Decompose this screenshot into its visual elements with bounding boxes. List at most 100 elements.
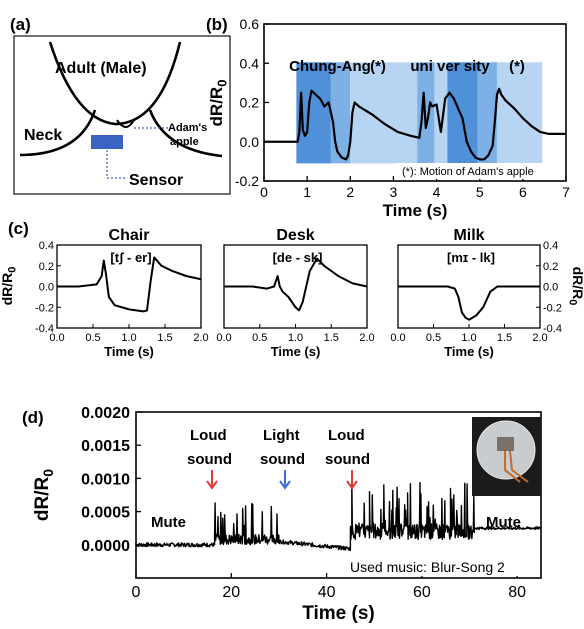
speech-word-0: Chung-Ang xyxy=(289,58,371,75)
note-text: (*): Motion of Adam's apple xyxy=(402,166,534,178)
shaded-region-7 xyxy=(496,62,543,164)
y-tick-label: 0.0020 xyxy=(81,405,130,422)
panel-c-desk-chart: Desk [de - sk] 0.0 0.5 1.0 1.5 2.0 Time (s) xyxy=(216,227,374,359)
loud-sound-2-line-2: sound xyxy=(325,451,370,468)
x-tick-label: 0.0 xyxy=(49,332,64,344)
plot-c1-phonetic: [tʃ - er] xyxy=(110,250,151,265)
speech-word-3: (*) xyxy=(509,58,525,75)
music-label: Used music: Blur-Song 2 xyxy=(350,559,505,575)
photo-sensor-chip xyxy=(497,437,514,451)
panel-a-label: (a) xyxy=(10,15,31,34)
panel-d-label: (d) xyxy=(22,408,44,427)
x-axis-title: Time (s) xyxy=(302,603,375,624)
x-tick-label: 20 xyxy=(222,584,240,601)
x-tick-label: 0 xyxy=(260,184,268,200)
x-tick-label: 0.0 xyxy=(390,332,405,344)
panel-d-chart: 0 20 40 60 80 0.0000 0.0005 0.0010 0.0015 0.0020 T… xyxy=(32,405,542,624)
x-tick-label: 80 xyxy=(508,584,526,601)
plot-c3-title: Milk xyxy=(453,227,484,244)
plot-c1-line xyxy=(57,256,202,313)
loud-sound-1-line-1: Loud xyxy=(190,427,227,444)
y-tick-label: 0.0 xyxy=(240,134,260,150)
panel-c-milk-chart: Milk [mɪ - lk] 0.0 0.5 1.0 1.5 2.0 Time (s) -0.4… xyxy=(390,227,584,359)
plot-c2-line xyxy=(224,257,368,312)
mute-right-label: Mute xyxy=(486,514,521,531)
label-neck: Neck xyxy=(24,127,62,144)
y-tick-label: 0.0 xyxy=(39,282,54,294)
y-tick-label: -0.2 xyxy=(543,302,562,314)
photo-wires xyxy=(504,450,529,483)
x-tick-label: 1.0 xyxy=(288,332,303,344)
note-box xyxy=(398,163,564,179)
x-tick-label: 1.0 xyxy=(121,332,136,344)
y-tick-label: 0.0015 xyxy=(81,438,130,455)
mute-left-label: Mute xyxy=(151,514,186,531)
y-axis-title: dR/R0 xyxy=(32,469,56,521)
light-sound-arrow xyxy=(279,470,291,490)
adams-apple-shape xyxy=(116,119,135,128)
x-tick-label: 0 xyxy=(132,584,141,601)
sensor-pointer xyxy=(106,150,125,179)
label-adult: Adult (Male) xyxy=(55,60,147,77)
y-tick-label: 0.2 xyxy=(240,95,260,111)
chin-outline xyxy=(48,41,182,126)
x-tick-label: 2 xyxy=(346,184,354,200)
light-sound-line-1: Light xyxy=(263,427,300,444)
y-tick-label: 0.6 xyxy=(240,16,260,32)
loud-sound-1-line-2: sound xyxy=(187,451,232,468)
x-tick-label: 4 xyxy=(433,184,441,200)
x-tick-label: 7 xyxy=(562,184,570,200)
speech-word-1: (*) xyxy=(370,58,386,75)
neck-right-outline xyxy=(148,109,223,158)
panel-a-frame xyxy=(13,35,231,195)
y-tick-label: -0.2 xyxy=(35,302,54,314)
x-tick-label: 1.5 xyxy=(157,332,172,344)
shaded-region-5 xyxy=(447,62,478,164)
loud-sound-2-arrow xyxy=(346,470,358,490)
panel-c-label: (c) xyxy=(8,219,29,238)
loud-sound-2-line-1: Loud xyxy=(328,427,365,444)
x-tick-label: 3 xyxy=(390,184,398,200)
y-tick-label: 0.2 xyxy=(39,261,54,273)
y-axis-title: dR/R0 xyxy=(207,80,229,127)
plot-d-line xyxy=(135,476,542,551)
x-tick-label: 1 xyxy=(303,184,311,200)
plot-c3-line xyxy=(398,285,540,321)
plot-c3-phonetic: [mɪ - lk] xyxy=(447,250,495,265)
x-tick-label: 6 xyxy=(519,184,527,200)
x-axis-title: Time (s) xyxy=(444,344,494,359)
x-tick-label: 2.0 xyxy=(359,332,374,344)
loud-sound-1-arrow xyxy=(206,470,218,490)
shaded-region-4 xyxy=(434,62,448,164)
label-sensor: Sensor xyxy=(129,172,183,189)
x-tick-label: 0.5 xyxy=(85,332,100,344)
light-sound-line-2: sound xyxy=(260,451,305,468)
music-label-box xyxy=(346,556,534,576)
x-tick-label: 1.5 xyxy=(497,332,512,344)
y-tick-label: -0.4 xyxy=(35,323,54,335)
x-tick-label: 1.0 xyxy=(461,332,476,344)
x-tick-label: 0.0 xyxy=(216,332,231,344)
device-photo xyxy=(472,417,541,496)
x-axis-title: Time (s) xyxy=(104,344,154,359)
panel-c-chair-chart: Chair [tʃ - er] 0.0 0.5 1.0 1.5 2.0 Time (s) -0.… xyxy=(0,227,209,359)
sensor-rect xyxy=(91,135,123,149)
x-tick-label: 5 xyxy=(476,184,484,200)
label-adams: Adam's xyxy=(168,122,207,134)
y-tick-label: 0.4 xyxy=(240,55,260,71)
x-axis-title: Time (s) xyxy=(271,344,321,359)
panel-d-annotations: Loud sound Light sound Loud sound Mute M… xyxy=(151,427,534,576)
neck-left-outline xyxy=(19,109,97,157)
x-tick-label: 40 xyxy=(318,584,336,601)
shaded-region-6 xyxy=(477,62,497,164)
y-tick-label: 0.0 xyxy=(543,282,558,294)
y-axis-title: dR/R0 xyxy=(0,267,19,306)
shaded-region-2 xyxy=(350,62,418,164)
x-tick-label: 1.5 xyxy=(324,332,339,344)
y-axis-title: dR/R0 xyxy=(567,267,584,306)
panel-a-diagram: Adult (Male) Neck Adam's apple Sensor xyxy=(13,35,231,195)
label-apple: apple xyxy=(170,136,199,148)
y-tick-label: 0.2 xyxy=(543,261,558,273)
x-tick-label: 0.5 xyxy=(252,332,267,344)
